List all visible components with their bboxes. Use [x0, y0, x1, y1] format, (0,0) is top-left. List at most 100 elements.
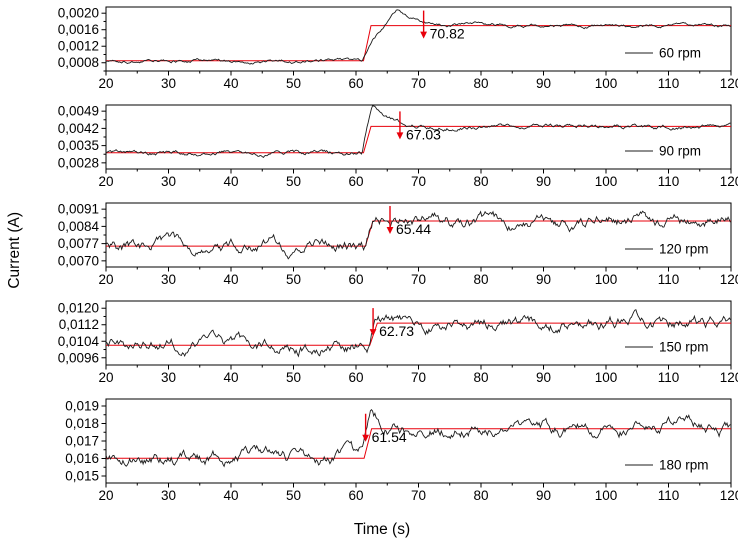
x-tick-label: 40: [223, 76, 238, 91]
y-tick-label: 0,0020: [58, 6, 99, 21]
x-tick-label: 60: [348, 272, 363, 287]
x-tick-label: 120: [720, 174, 738, 189]
x-tick-label: 30: [161, 272, 176, 287]
x-tick-label: 20: [98, 76, 113, 91]
x-tick-label: 120: [720, 76, 738, 91]
x-tick-label: 90: [536, 370, 551, 385]
signal-trace: [105, 309, 731, 358]
step-time-label: 65.44: [396, 221, 431, 237]
x-tick-label: 110: [658, 370, 680, 385]
legend-label: 150 rpm: [659, 340, 709, 355]
x-tick-label: 110: [658, 272, 680, 287]
legend-label: 90 rpm: [659, 144, 701, 159]
x-tick-label: 80: [473, 272, 488, 287]
signal-trace: [105, 409, 731, 468]
y-tick-label: 0,017: [65, 434, 99, 449]
plot-border: [105, 6, 732, 72]
x-tick-label: 120: [720, 272, 738, 287]
x-tick-label: 120: [720, 488, 738, 503]
plot-border: [105, 202, 732, 268]
y-tick-label: 0,0008: [58, 55, 99, 70]
x-tick-label: 30: [161, 370, 176, 385]
fit-line: [106, 428, 731, 459]
x-tick-label: 70: [411, 272, 426, 287]
x-tick-label: 20: [98, 174, 113, 189]
y-tick-label: 0,0112: [59, 317, 99, 332]
x-tick-label: 90: [536, 488, 551, 503]
x-tick-label: 30: [161, 76, 176, 91]
x-tick-label: 70: [411, 76, 426, 91]
y-tick-label: 0,0042: [58, 121, 99, 136]
x-tick-label: 120: [720, 370, 738, 385]
x-tick-label: 100: [595, 370, 618, 385]
x-tick-label: 30: [161, 174, 176, 189]
x-tick-label: 20: [98, 272, 113, 287]
x-tick-label: 40: [223, 370, 238, 385]
y-tick-label: 0,0104: [58, 334, 100, 349]
x-tick-label: 20: [98, 370, 113, 385]
y-tick-label: 0,015: [65, 469, 99, 484]
x-tick-label: 40: [223, 272, 238, 287]
x-axis-title: Time (s): [353, 521, 411, 538]
y-tick-label: 0,0049: [58, 104, 99, 119]
plot-border: [105, 104, 732, 170]
x-tick-label: 80: [473, 76, 488, 91]
x-tick-label: 50: [286, 370, 301, 385]
fit-line: [106, 322, 731, 346]
x-tick-label: 80: [473, 488, 488, 503]
legend-label: 60 rpm: [659, 46, 701, 61]
x-tick-label: 40: [223, 488, 238, 503]
step-arrow-head: [369, 329, 377, 337]
legend-label: 180 rpm: [659, 458, 709, 473]
x-tick-label: 80: [473, 370, 488, 385]
step-arrow-head: [396, 132, 404, 140]
x-tick-label: 90: [536, 76, 551, 91]
y-tick-label: 0,0091: [58, 202, 99, 217]
x-tick-label: 60: [348, 76, 363, 91]
x-tick-label: 50: [286, 272, 301, 287]
legend-label: 120 rpm: [659, 242, 709, 257]
x-tick-label: 50: [286, 488, 301, 503]
y-tick-label: 0,0070: [58, 253, 99, 268]
fit-line: [106, 25, 731, 62]
y-tick-label: 0,0035: [58, 138, 99, 153]
signal-trace: [105, 210, 731, 260]
plot-border: [105, 300, 732, 366]
x-tick-label: 110: [658, 488, 680, 503]
y-tick-label: 0,0016: [58, 22, 99, 37]
x-tick-label: 60: [348, 370, 363, 385]
x-tick-label: 60: [348, 174, 363, 189]
step-time-label: 62.73: [379, 323, 414, 339]
x-tick-label: 20: [98, 488, 113, 503]
y-tick-label: 0,0028: [58, 155, 99, 170]
x-tick-label: 100: [595, 174, 618, 189]
step-time-label: 70.82: [430, 26, 465, 42]
x-tick-label: 50: [286, 174, 301, 189]
step-arrow-head: [386, 226, 394, 234]
y-tick-label: 0,016: [65, 451, 99, 466]
x-tick-label: 70: [411, 174, 426, 189]
x-tick-label: 70: [411, 488, 426, 503]
x-tick-label: 70: [411, 370, 426, 385]
x-tick-label: 80: [473, 174, 488, 189]
y-tick-label: 0,0012: [58, 39, 99, 54]
x-tick-label: 100: [595, 76, 618, 91]
step-arrow-head: [420, 31, 428, 39]
step-time-label: 61.54: [372, 429, 407, 445]
step-time-label: 67.03: [406, 126, 441, 142]
signal-trace: [105, 9, 731, 65]
subplot-120-rpm: 20 30 40 50 60 70 80 90 100 110 120 0,0070 0,0077 0,0…: [58, 202, 738, 287]
subplot-90-rpm: 20 30 40 50 60 70 80 90 100 110 120 0,0028 0,0035 0,0…: [58, 104, 738, 189]
y-tick-label: 0,019: [65, 399, 99, 414]
x-tick-label: 100: [595, 272, 618, 287]
x-tick-label: 50: [286, 76, 301, 91]
x-tick-label: 90: [536, 272, 551, 287]
y-tick-label: 0,0077: [58, 236, 99, 251]
y-tick-label: 0,0084: [58, 219, 100, 234]
y-axis-title: Current (A): [6, 212, 23, 289]
step-arrow-head: [362, 434, 370, 442]
